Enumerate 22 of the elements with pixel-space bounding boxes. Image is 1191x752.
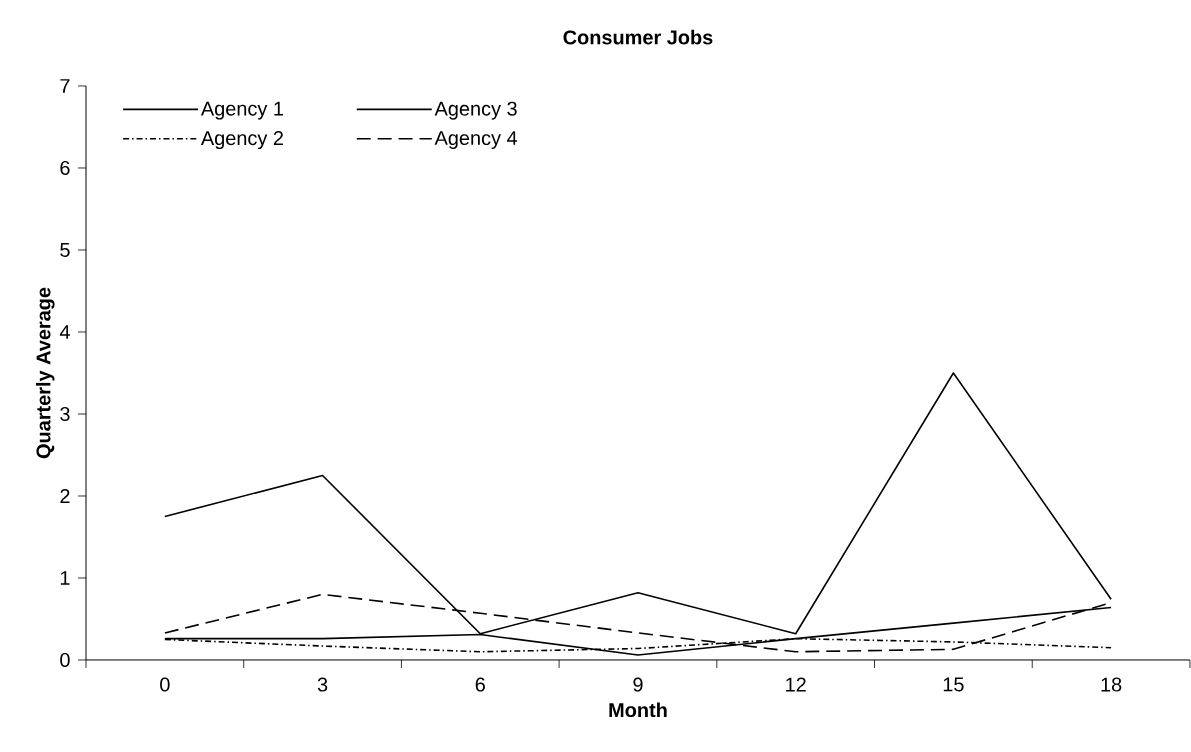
x-tick-label: 15 (943, 677, 964, 692)
x-tick-label: 18 (1101, 677, 1122, 692)
y-tick-label: 2 (60, 489, 70, 503)
y-axis-title: Quarterly Average (35, 287, 55, 459)
y-tick-label: 3 (60, 406, 70, 422)
chart-title: Consumer Jobs (563, 29, 713, 45)
x-tick-label: 6 (475, 677, 485, 692)
legend-label: Agency 4 (434, 131, 518, 149)
y-tick-label: 6 (60, 160, 70, 176)
y-tick-label: 7 (60, 79, 70, 93)
x-tick-label: 0 (160, 677, 170, 692)
y-tick-label: 0 (60, 652, 70, 668)
legend-label: Agency 3 (434, 101, 517, 120)
x-tick-label: 9 (633, 677, 643, 692)
x-axis-title: Month (609, 702, 667, 718)
legend-label: Agency 1 (200, 101, 283, 120)
y-tick-label: 4 (59, 325, 70, 339)
x-tick-label: 12 (786, 677, 806, 692)
legend-label: Agency 2 (200, 131, 283, 150)
y-tick-label: 5 (60, 243, 70, 257)
x-tick-label: 3 (317, 677, 328, 692)
y-tick-label: 1 (60, 571, 70, 585)
